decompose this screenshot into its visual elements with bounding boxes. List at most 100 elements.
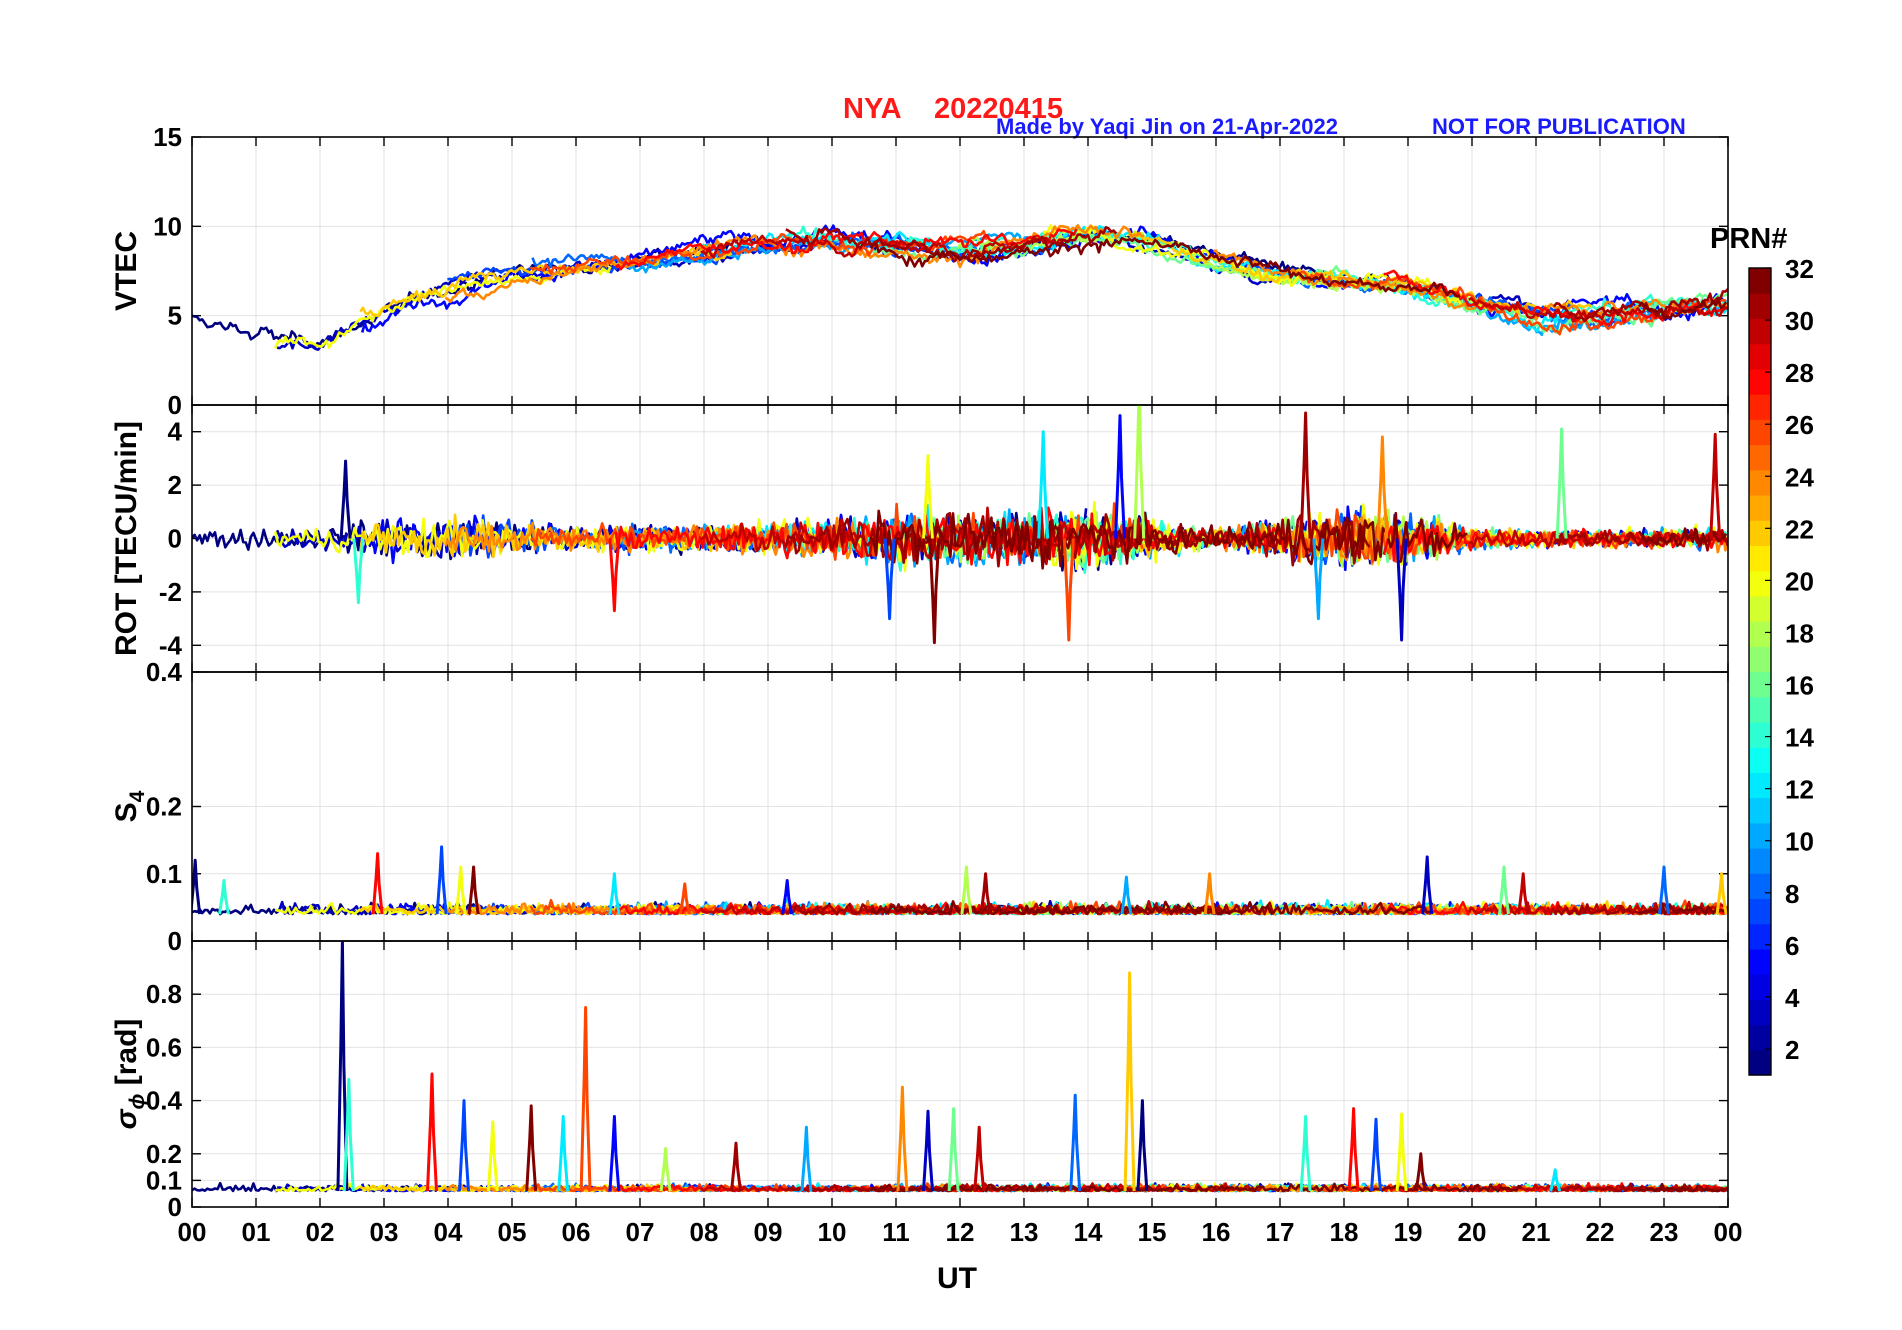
spike — [1299, 411, 1312, 539]
spike — [1069, 1093, 1082, 1192]
colorbar-swatch — [1749, 1024, 1771, 1051]
spike — [454, 865, 467, 915]
spike — [1123, 971, 1136, 1192]
y-tick-label: 4 — [168, 417, 183, 447]
spike — [1203, 872, 1216, 915]
y-axis-label: VTEC — [110, 231, 143, 311]
series-group — [192, 405, 1728, 645]
x-axis-label: UT — [937, 1262, 977, 1295]
x-tick-label: 15 — [1138, 1217, 1167, 1247]
colorbar-tick-label: 12 — [1785, 775, 1814, 805]
y-axis-label: S4 — [110, 790, 149, 822]
spike — [800, 1125, 813, 1192]
y-tick-label: 0.1 — [146, 859, 182, 889]
publication-notice: NOT FOR PUBLICATION — [1432, 114, 1686, 139]
y-tick-label: 0 — [168, 1192, 182, 1222]
y-axis-label: σϕ [rad] — [110, 1019, 149, 1130]
spike — [1370, 1117, 1382, 1192]
x-tick-label: 06 — [562, 1217, 591, 1247]
spike — [979, 872, 992, 915]
spike — [608, 538, 621, 613]
date-title: 20220415 — [934, 93, 1063, 125]
x-tick-label: 04 — [434, 1217, 463, 1247]
spike — [557, 1115, 570, 1192]
panel-sigma_phi: 00.10.2 0.4 0.6 0.8 σϕ [rad] — [110, 940, 1729, 1222]
x-tick-label: 08 — [690, 1217, 719, 1247]
y-tick-label: -4 — [159, 630, 183, 660]
x-tick-label: 16 — [1202, 1217, 1231, 1247]
credit-label: Made by Yaqi Jin on 21-Apr-2022 — [996, 114, 1338, 139]
y-tick-label: 0.6 — [146, 1032, 182, 1062]
prn-series-32 — [869, 1182, 1727, 1193]
spike — [579, 1006, 592, 1192]
spike — [730, 1141, 742, 1192]
colorbar-swatch — [1749, 469, 1771, 496]
x-tick-label: 07 — [626, 1217, 655, 1247]
colorbar-tick-label: 2 — [1785, 1035, 1799, 1065]
spike — [1395, 1112, 1408, 1192]
x-tick-label: 18 — [1330, 1217, 1359, 1247]
y-tick-label: 2 — [168, 470, 182, 500]
spike — [1133, 405, 1146, 539]
colorbar-swatch — [1749, 797, 1771, 824]
colorbar-swatch — [1749, 1049, 1771, 1076]
y-tick-label: 5 — [168, 301, 182, 331]
colorbar-swatch — [1749, 848, 1771, 874]
spike — [960, 865, 973, 915]
spike — [781, 878, 794, 915]
x-tick-label: 05 — [498, 1217, 527, 1247]
colorbar-tick-label: 4 — [1785, 983, 1800, 1013]
colorbar-tick-label: 28 — [1785, 358, 1814, 388]
colorbar-tick-label: 24 — [1785, 462, 1814, 492]
x-tick-label: 03 — [370, 1217, 399, 1247]
y-axis-label: ROT [TECU/min] — [110, 421, 143, 656]
spike — [1120, 875, 1133, 915]
spike — [928, 538, 941, 645]
colorbar-tick-label: 30 — [1785, 306, 1814, 336]
spike — [922, 1109, 934, 1192]
spike — [678, 882, 691, 915]
y-tick-label: 0.2 — [146, 1139, 182, 1169]
spike — [1709, 432, 1722, 539]
y-tick-label: 10 — [153, 211, 182, 241]
colorbar-swatch — [1749, 923, 1771, 950]
colorbar-swatch — [1749, 520, 1771, 547]
spike — [342, 1077, 355, 1192]
colorbar-swatch — [1749, 696, 1771, 723]
colorbar-swatch — [1749, 873, 1771, 900]
y-tick-label: 0 — [168, 926, 182, 956]
y-tick-label: 0.8 — [146, 979, 182, 1009]
spike — [1421, 855, 1434, 915]
spike — [1555, 427, 1568, 539]
colorbar-swatch — [1749, 444, 1771, 471]
spike — [1312, 538, 1325, 621]
spike — [883, 538, 896, 621]
colorbar-swatch — [1749, 822, 1771, 849]
series-group — [192, 941, 1728, 1191]
spike — [922, 454, 934, 539]
spike — [1299, 1115, 1312, 1192]
y-tick-label: 0 — [168, 524, 182, 554]
colorbar-swatch — [1749, 646, 1771, 673]
prn-series-32 — [870, 900, 1727, 916]
colorbar-swatch — [1749, 293, 1771, 320]
spike — [1715, 872, 1728, 915]
x-tick-label: 20 — [1458, 1217, 1487, 1247]
x-tick-label: 12 — [946, 1217, 975, 1247]
spike — [973, 1125, 986, 1192]
x-tick-label: 21 — [1522, 1217, 1551, 1247]
x-tick-label: 19 — [1394, 1217, 1423, 1247]
spike — [339, 459, 352, 539]
colorbar-swatch — [1749, 999, 1771, 1026]
spike — [486, 1120, 499, 1192]
colorbar-frame — [1748, 267, 1772, 1076]
colorbar-swatch — [1749, 621, 1771, 647]
spike — [896, 1085, 909, 1192]
colorbar-swatch — [1749, 898, 1771, 925]
colorbar-swatch — [1749, 343, 1771, 370]
spike — [1136, 1099, 1149, 1192]
spike — [218, 878, 230, 915]
spike — [1517, 872, 1530, 915]
station-title: NYA — [843, 93, 902, 125]
